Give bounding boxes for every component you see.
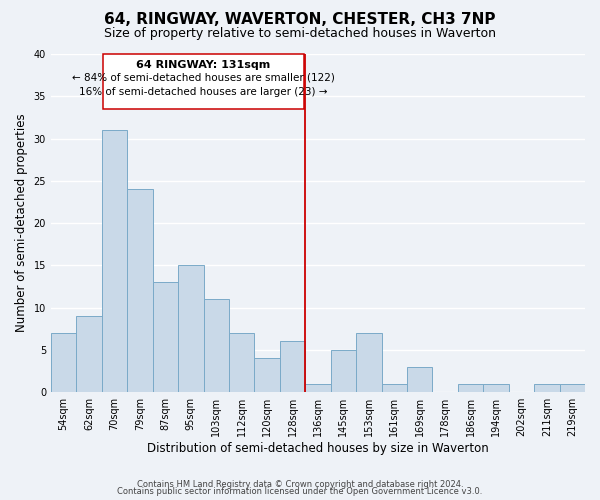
Text: 16% of semi-detached houses are larger (23) →: 16% of semi-detached houses are larger (… xyxy=(79,87,328,97)
Bar xyxy=(102,130,127,392)
Text: 64, RINGWAY, WAVERTON, CHESTER, CH3 7NP: 64, RINGWAY, WAVERTON, CHESTER, CH3 7NP xyxy=(104,12,496,28)
Bar xyxy=(229,333,254,392)
Bar xyxy=(331,350,356,392)
Bar xyxy=(483,384,509,392)
Bar xyxy=(382,384,407,392)
Text: 64 RINGWAY: 131sqm: 64 RINGWAY: 131sqm xyxy=(136,60,271,70)
Bar xyxy=(203,299,229,392)
Bar xyxy=(280,342,305,392)
Text: Contains public sector information licensed under the Open Government Licence v3: Contains public sector information licen… xyxy=(118,487,482,496)
X-axis label: Distribution of semi-detached houses by size in Waverton: Distribution of semi-detached houses by … xyxy=(147,442,489,455)
Text: Contains HM Land Registry data © Crown copyright and database right 2024.: Contains HM Land Registry data © Crown c… xyxy=(137,480,463,489)
Bar xyxy=(127,190,152,392)
Bar xyxy=(356,333,382,392)
Bar xyxy=(560,384,585,392)
Bar xyxy=(407,367,433,392)
Bar xyxy=(305,384,331,392)
Bar xyxy=(76,316,102,392)
Bar xyxy=(458,384,483,392)
Bar xyxy=(254,358,280,392)
Bar xyxy=(534,384,560,392)
FancyBboxPatch shape xyxy=(103,54,304,109)
Y-axis label: Number of semi-detached properties: Number of semi-detached properties xyxy=(15,114,28,332)
Text: ← 84% of semi-detached houses are smaller (122): ← 84% of semi-detached houses are smalle… xyxy=(72,72,335,83)
Bar xyxy=(152,282,178,392)
Text: Size of property relative to semi-detached houses in Waverton: Size of property relative to semi-detach… xyxy=(104,28,496,40)
Bar xyxy=(51,333,76,392)
Bar xyxy=(178,266,203,392)
